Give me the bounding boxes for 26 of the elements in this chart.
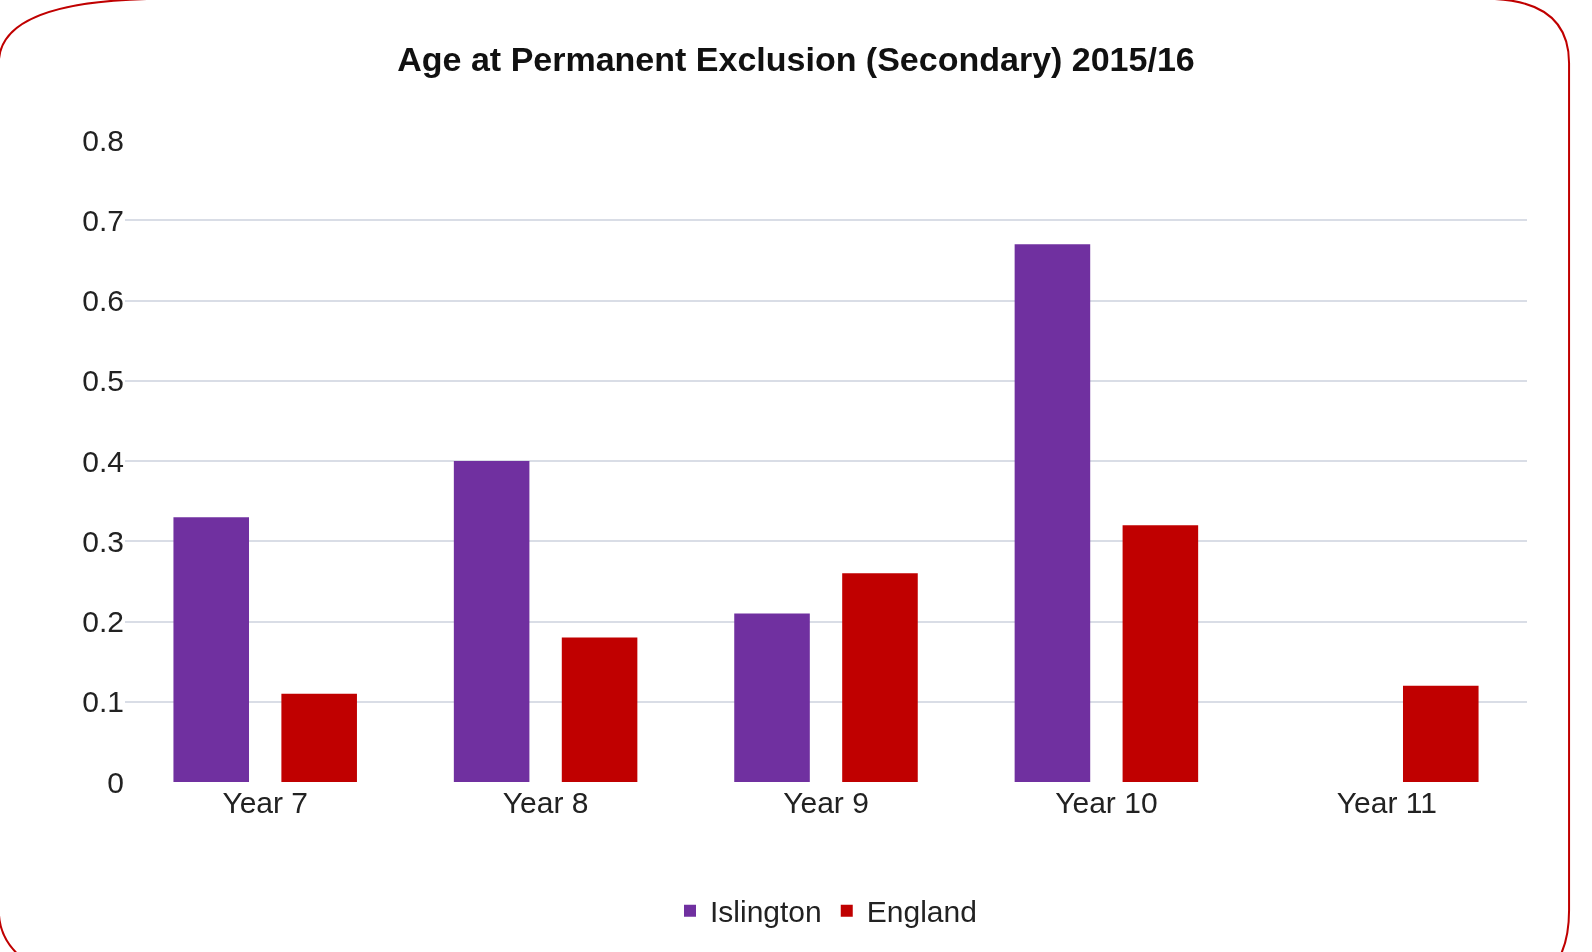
- chart-title: Age at Permanent Exclusion (Secondary) 2015/16: [397, 40, 1195, 79]
- legend-label: England: [866, 895, 977, 929]
- y-tick-label: 0.5: [82, 364, 124, 398]
- y-tick-label: 0.8: [82, 123, 124, 157]
- y-tick-label: 0.7: [82, 203, 124, 237]
- bar: [281, 693, 357, 782]
- y-tick-label: 0.1: [82, 685, 124, 719]
- x-tick-label: Year 8: [502, 786, 589, 819]
- x-tick-label: Year 7: [222, 786, 309, 819]
- bar: [1014, 244, 1091, 782]
- bar: [453, 461, 530, 782]
- y-tick-label: 0.3: [82, 524, 124, 558]
- legend-label: Islington: [710, 895, 822, 929]
- bar: [1402, 685, 1479, 782]
- bar: [561, 637, 638, 782]
- bar: [173, 517, 250, 782]
- y-tick-label: 0: [107, 765, 124, 799]
- x-tick-label: Year 10: [1055, 786, 1158, 819]
- x-tick-label: Year 9: [783, 786, 869, 819]
- bar: [1122, 525, 1199, 782]
- x-tick-label: Year 11: [1336, 786, 1437, 819]
- y-tick-label: 0.2: [82, 605, 124, 638]
- y-tick-label: 0.4: [82, 444, 124, 478]
- bar: [734, 613, 810, 782]
- y-tick-label: 0.6: [82, 284, 124, 317]
- bar: [842, 573, 918, 782]
